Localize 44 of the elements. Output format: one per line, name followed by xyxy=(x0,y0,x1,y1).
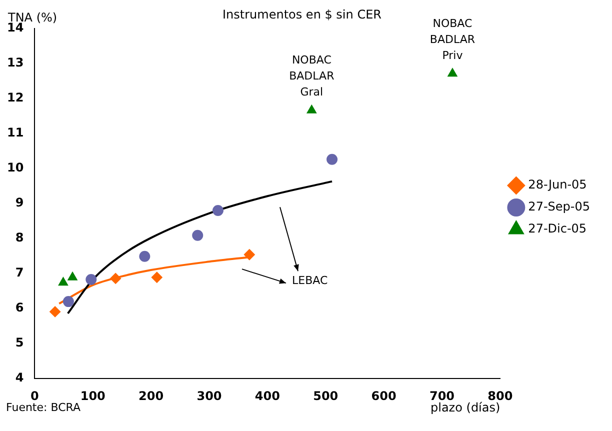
annotation: NOBAC BADLAR Gral xyxy=(289,54,335,99)
point xyxy=(192,230,204,241)
x-tick-label: 500 xyxy=(313,388,338,403)
source-note: Fuente: BCRA xyxy=(6,400,81,414)
x-tick-label: 0 xyxy=(30,388,39,403)
point xyxy=(50,306,61,318)
x-axis-title: plazo (días) xyxy=(430,400,500,415)
x-tick-label: 400 xyxy=(254,388,280,403)
annotation: NOBAC BADLAR Priv xyxy=(430,16,476,62)
legend-label: 27-Dic-05 xyxy=(528,222,587,236)
y-tick-label: 8 xyxy=(15,230,24,245)
point xyxy=(110,272,122,284)
point xyxy=(58,277,68,286)
annotation: LEBAC xyxy=(292,274,328,287)
point xyxy=(448,68,458,77)
y-tick-label: 12 xyxy=(6,90,24,105)
y-tick-label: 6 xyxy=(15,300,24,315)
point xyxy=(212,205,224,216)
line-series xyxy=(66,180,334,314)
point xyxy=(139,250,150,262)
y-tick-label: 13 xyxy=(6,56,24,70)
point xyxy=(306,104,316,114)
y-tick-label: 9 xyxy=(15,196,24,210)
point xyxy=(326,154,338,165)
y-tick-label: 7 xyxy=(15,266,24,280)
chart-title: Instrumentos en $ sin CER xyxy=(222,7,382,22)
point xyxy=(151,272,162,283)
point xyxy=(86,274,97,285)
x-tick-label: 300 xyxy=(196,388,222,403)
point xyxy=(62,296,74,308)
y-tick-label: 10 xyxy=(6,160,24,175)
legend-label: 28-Jun-05 xyxy=(528,178,587,192)
x-tick-label: 200 xyxy=(138,388,164,403)
legend-label: 27-Sep-05 xyxy=(528,200,590,214)
x-tick-label: 700 xyxy=(429,388,455,403)
y-tick-label: 4 xyxy=(15,370,24,385)
x-tick-label: 100 xyxy=(80,388,106,403)
point xyxy=(68,272,78,280)
point xyxy=(244,249,255,260)
y-tick-label: 14 xyxy=(6,20,24,35)
y-tick-label: 5 xyxy=(15,336,24,350)
y-tick-label: 11 xyxy=(6,126,24,140)
x-tick-label: 800 xyxy=(488,388,513,403)
x-tick-label: 600 xyxy=(371,388,396,403)
